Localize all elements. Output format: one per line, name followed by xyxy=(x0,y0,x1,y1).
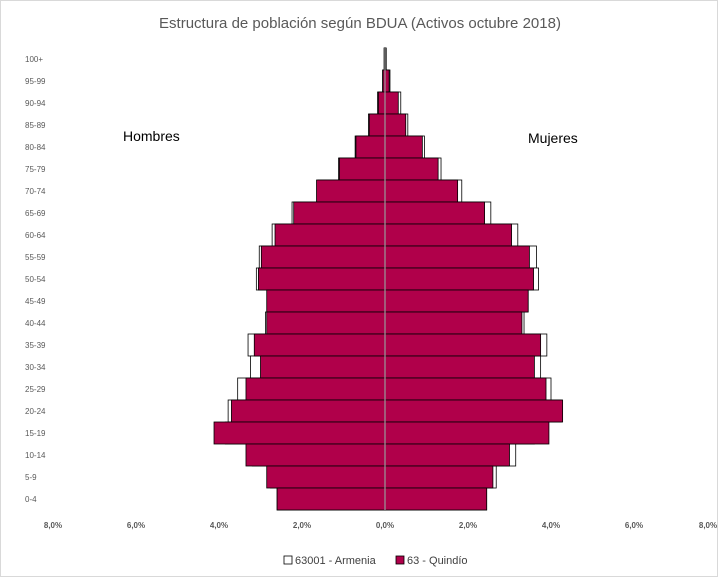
bar-women-series2-55-59 xyxy=(384,245,530,269)
bar-men-series2-45-49 xyxy=(266,289,386,313)
x-tick-label: 4,0% xyxy=(210,521,228,530)
age-group-label: 65-69 xyxy=(25,209,46,218)
bar-women-series2-40-44 xyxy=(384,311,523,335)
bar-men-series2-50-54 xyxy=(258,267,386,291)
x-tick-label: 8,0% xyxy=(699,521,717,530)
bar-men-series2-65-69 xyxy=(293,201,386,225)
bar-women-series2-25-29 xyxy=(384,377,547,401)
bar-men-series2-70-74 xyxy=(316,179,386,203)
age-group-label: 70-74 xyxy=(25,187,46,196)
age-group-label: 80-84 xyxy=(25,143,46,152)
age-group-label: 10-14 xyxy=(25,451,46,460)
age-group-label: 0-4 xyxy=(25,495,37,504)
bar-men-series2-35-39 xyxy=(253,333,386,357)
bar-women-series2-10-14 xyxy=(384,443,510,467)
age-group-labels: 100+ 95-99 90-94 85-89 80-84 75-79 70-74 65-69 6… xyxy=(25,55,46,504)
bar-women-series2-30-34 xyxy=(384,355,535,379)
bar-men-series2-0-4 xyxy=(276,487,386,511)
age-group-label: 60-64 xyxy=(25,231,46,240)
bar-women-series2-35-39 xyxy=(384,333,542,357)
bar-men-series2-60-64 xyxy=(274,223,386,247)
legend-label: 63 - Quindío xyxy=(407,555,468,567)
bar-women-series2-45-49 xyxy=(384,289,529,313)
bar-women-series2-90-94 xyxy=(384,91,399,115)
bar-men-series2-20-24 xyxy=(231,399,386,423)
age-group-label: 100+ xyxy=(25,55,43,64)
bar-men-series2-5-9 xyxy=(266,465,386,489)
age-group-label: 50-54 xyxy=(25,275,46,284)
bar-men-series2-90-94 xyxy=(377,91,386,115)
bar-men-series2-15-19 xyxy=(213,421,386,445)
bar-men-series2-30-34 xyxy=(260,355,386,379)
x-tick-label: 2,0% xyxy=(459,521,477,530)
age-group-label: 55-59 xyxy=(25,253,46,262)
age-group-label: 35-39 xyxy=(25,341,46,350)
x-tick-label: 6,0% xyxy=(625,521,643,530)
x-tick-label: 4,0% xyxy=(542,521,560,530)
bar-women-series2-15-19 xyxy=(384,421,550,445)
bar-women-series2-95-99 xyxy=(384,69,390,93)
x-tick-label: 2,0% xyxy=(293,521,311,530)
age-group-label: 45-49 xyxy=(25,297,46,306)
bar-men-series2-85-89 xyxy=(368,113,386,137)
legend-swatch xyxy=(395,555,405,565)
bar-women-series2-80-84 xyxy=(384,135,423,159)
age-group-label: 20-24 xyxy=(25,407,46,416)
age-group-label: 95-99 xyxy=(25,77,46,86)
age-group-label: 85-89 xyxy=(25,121,46,130)
bar-women-series2-60-64 xyxy=(384,223,512,247)
legend: 63001 - Armenia 63 - Quindío xyxy=(283,555,468,567)
bar-men-series2-10-14 xyxy=(245,443,386,467)
bar-men-series2-75-79 xyxy=(338,157,386,181)
bar-women-series2-85-89 xyxy=(384,113,407,137)
age-group-label: 90-94 xyxy=(25,99,46,108)
bar-women-series2-70-74 xyxy=(384,179,459,203)
right-side-label: Mujeres xyxy=(528,130,578,146)
chart-title: Estructura de población según BDUA (Acti… xyxy=(159,15,561,32)
bar-women-series2-5-9 xyxy=(384,465,494,489)
legend-swatch xyxy=(283,555,293,565)
age-group-label: 30-34 xyxy=(25,363,46,372)
age-group-label: 5-9 xyxy=(25,473,37,482)
age-group-label: 25-29 xyxy=(25,385,46,394)
bar-women-series2-20-24 xyxy=(384,399,564,423)
left-side-label: Hombres xyxy=(123,128,180,144)
age-group-label: 15-19 xyxy=(25,429,46,438)
bar-men-series2-55-59 xyxy=(260,245,386,269)
bar-women-series2-75-79 xyxy=(384,157,439,181)
bar-women-series2-50-54 xyxy=(384,267,534,291)
bar-men-series2-80-84 xyxy=(355,135,386,159)
x-tick-label: 0,0% xyxy=(376,521,394,530)
x-tick-label: 6,0% xyxy=(127,521,145,530)
bar-women-series2-65-69 xyxy=(384,201,485,225)
bars-layer xyxy=(213,47,564,511)
age-group-label: 75-79 xyxy=(25,165,46,174)
age-group-label: 40-44 xyxy=(25,319,46,328)
x-axis-tick-labels: 8,0% 6,0% 4,0% 2,0% 0,0% 2,0% 4,0% 6,0% 8,0% xyxy=(44,521,717,530)
legend-label: 63001 - Armenia xyxy=(295,555,377,567)
bar-women-series2-0-4 xyxy=(384,487,488,511)
x-tick-label: 8,0% xyxy=(44,521,62,530)
bar-men-series2-25-29 xyxy=(245,377,386,401)
bar-men-series2-40-44 xyxy=(266,311,386,335)
